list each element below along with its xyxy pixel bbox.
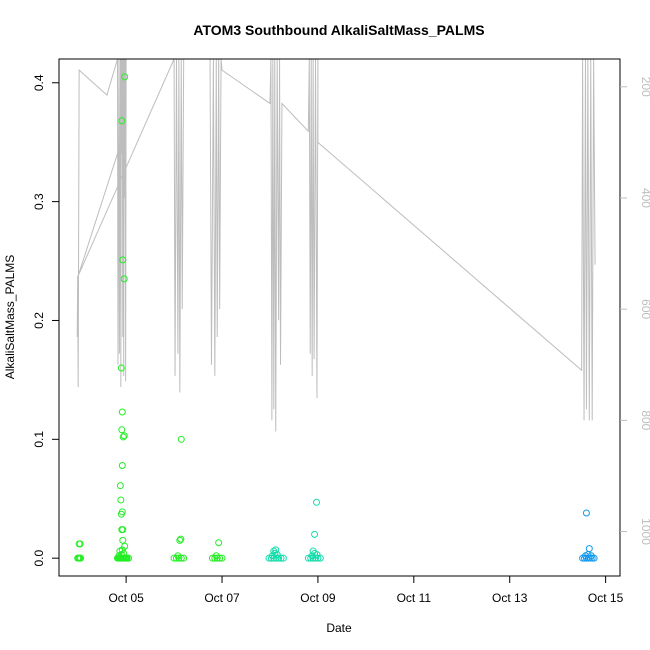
data-point — [308, 552, 316, 560]
y-axis-label: AlkaliSaltMass_PALMS — [3, 255, 17, 380]
data-point — [313, 551, 321, 559]
data-point — [304, 554, 312, 562]
y2-tick-label: 800 — [639, 410, 650, 430]
data-point — [208, 554, 216, 562]
data-point — [118, 546, 126, 554]
y-tick-label: 0.1 — [32, 431, 46, 448]
data-point — [174, 552, 182, 560]
x-tick-label: Oct 09 — [300, 591, 336, 605]
data-point — [277, 554, 285, 562]
x-tick-label: Oct 07 — [204, 591, 240, 605]
data-point — [268, 552, 276, 560]
data-point — [311, 530, 319, 538]
y-tick-label: 0.4 — [32, 74, 46, 91]
data-point — [314, 554, 322, 562]
data-point — [270, 547, 278, 555]
data-point — [272, 546, 280, 554]
data-point — [170, 554, 178, 562]
data-point — [309, 547, 317, 555]
data-point — [272, 554, 280, 562]
data-point — [177, 435, 185, 443]
data-point — [76, 540, 84, 548]
x-axis-label: Date — [326, 621, 352, 635]
data-point — [215, 539, 223, 547]
data-point — [117, 364, 125, 372]
data-point — [587, 552, 595, 560]
data-point — [218, 554, 226, 562]
y2-tick-label: 400 — [639, 188, 650, 208]
data-point — [118, 461, 126, 469]
y2-axis: 200 400 600 800 1000 — [620, 77, 650, 545]
data-point — [275, 554, 283, 562]
data-point — [77, 554, 85, 562]
data-point — [119, 526, 127, 534]
altitude-series-line — [76, 59, 596, 432]
x-tick-label: Oct 13 — [492, 591, 528, 605]
data-point — [120, 275, 128, 283]
y-tick-label: 0.0 — [32, 550, 46, 567]
data-point — [119, 256, 127, 264]
y2-tick-label: 600 — [639, 299, 650, 319]
data-point — [117, 496, 125, 504]
y-tick-label: 0.2 — [32, 312, 46, 329]
data-point — [120, 549, 128, 557]
data-point — [180, 554, 188, 562]
data-point — [121, 73, 129, 81]
data-point — [177, 535, 185, 543]
y2-tick-label: 200 — [639, 77, 650, 97]
x-axis: Oct 05 Oct 07 Oct 09 Oct 11 Oct 13 Oct 15 — [108, 576, 624, 605]
data-point — [118, 117, 126, 125]
y2-tick-label: 1000 — [639, 518, 650, 545]
x-tick-label: Oct 15 — [588, 591, 624, 605]
data-point — [279, 554, 287, 562]
data-point — [212, 552, 220, 560]
data-point — [585, 545, 593, 553]
data-point — [121, 542, 129, 550]
y-axis: 0.0 0.1 0.2 0.3 0.4 — [32, 74, 59, 567]
data-point — [176, 536, 184, 544]
data-point — [312, 498, 320, 506]
data-point — [582, 509, 590, 517]
x-tick-label: Oct 05 — [108, 591, 144, 605]
data-point — [120, 432, 128, 440]
data-point — [118, 508, 126, 516]
plot-frame — [58, 58, 621, 577]
data-point — [118, 408, 126, 416]
x-tick-label: Oct 11 — [397, 591, 432, 605]
scatter-points-layer — [74, 73, 598, 562]
data-point — [119, 536, 127, 544]
y-tick-label: 0.3 — [32, 193, 46, 210]
chart-title: ATOM3 Southbound AlkaliSaltMass_PALMS — [193, 22, 484, 38]
data-point — [119, 433, 127, 441]
data-point — [125, 554, 133, 562]
data-point — [118, 426, 126, 434]
data-point — [116, 482, 124, 490]
altitude-line-layer — [76, 59, 596, 432]
